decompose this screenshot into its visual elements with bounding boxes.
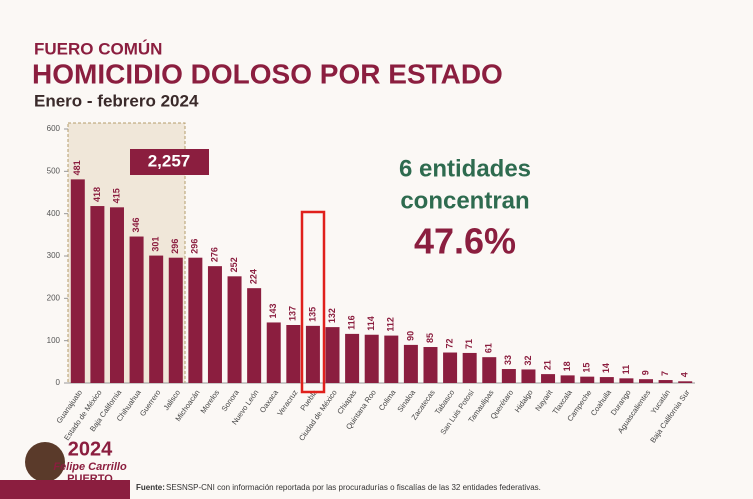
value-label: 61 [484, 343, 494, 353]
value-label: 7 [660, 371, 670, 376]
bar [70, 179, 85, 383]
value-label: 18 [562, 361, 572, 371]
bar [403, 344, 418, 383]
total-label: 2,257 [148, 151, 191, 170]
value-label: 15 [582, 363, 592, 373]
note: concentran [400, 187, 529, 214]
bar [207, 266, 222, 383]
bar [443, 352, 458, 383]
value-label: 32 [523, 355, 533, 365]
y-tick-label: 0 [56, 378, 61, 387]
bar [541, 374, 556, 383]
source-text: SESNSP-CNI con información reportada por… [166, 483, 541, 492]
y-tick-label: 200 [47, 293, 61, 302]
bar [266, 322, 281, 383]
value-label: 33 [503, 355, 513, 365]
value-label: 9 [640, 370, 650, 375]
value-label: 11 [621, 365, 631, 375]
note: 6 entidades [399, 155, 531, 182]
total-box [130, 149, 209, 175]
value-label: 481 [72, 160, 82, 175]
bar [560, 375, 575, 383]
value-label: 296 [190, 239, 200, 254]
bar [639, 379, 654, 383]
value-label: 415 [111, 188, 121, 203]
source-label: Fuente: [136, 483, 165, 492]
bar [678, 381, 693, 383]
logo-portrait [25, 442, 65, 482]
value-label: 276 [209, 247, 219, 262]
value-label: 4 [680, 372, 690, 377]
bar [305, 325, 320, 383]
bar [90, 206, 105, 383]
y-tick-label: 100 [47, 336, 61, 345]
bar [286, 325, 301, 383]
value-label: 114 [366, 316, 376, 331]
value-label: 418 [92, 187, 102, 202]
value-label: 112 [386, 317, 396, 332]
y-tick-label: 500 [47, 166, 61, 175]
logo-band [0, 480, 130, 499]
bar [384, 335, 399, 383]
value-label: 85 [425, 333, 435, 343]
bar [168, 257, 183, 383]
value-label: 90 [405, 331, 415, 341]
value-label: 14 [601, 363, 611, 373]
bar [109, 207, 124, 383]
bar [580, 376, 595, 383]
value-label: 143 [268, 303, 278, 318]
bar [521, 369, 536, 383]
value-label: 71 [464, 339, 474, 349]
note-percent: 47.6% [414, 221, 516, 262]
y-tick-label: 600 [47, 124, 61, 133]
bar [619, 378, 634, 383]
supertitle: FUERO COMÚN [34, 39, 162, 58]
bar [227, 276, 242, 383]
bar [247, 288, 262, 383]
value-label: 72 [444, 339, 454, 349]
subtitle: Enero - febrero 2024 [34, 91, 199, 110]
bar [364, 334, 379, 383]
y-tick-label: 300 [47, 251, 61, 260]
bar [501, 369, 516, 383]
chart-title: HOMICIDIO DOLOSO POR ESTADO [32, 58, 503, 89]
value-label: 116 [346, 315, 356, 330]
value-label: 137 [288, 306, 298, 321]
logo-year: 2024 [68, 438, 113, 460]
value-label: 252 [229, 257, 239, 272]
value-label: 346 [131, 217, 141, 232]
bar [129, 236, 144, 383]
value-label: 135 [307, 307, 317, 322]
bar [188, 257, 203, 383]
bar [325, 327, 340, 383]
y-tick-label: 400 [47, 209, 61, 218]
bar [599, 377, 614, 383]
bar [423, 347, 438, 383]
bar [658, 380, 673, 383]
value-label: 132 [327, 308, 337, 323]
highlight-marker [300, 210, 326, 394]
value-label: 21 [542, 360, 552, 370]
bar [462, 352, 477, 383]
logo-text: Felipe Carrillo [53, 461, 127, 473]
value-label: 224 [249, 269, 259, 284]
value-label: 301 [151, 237, 161, 252]
value-label: 296 [170, 239, 180, 254]
bar [482, 357, 497, 383]
bar [149, 255, 164, 383]
bar [345, 333, 360, 383]
